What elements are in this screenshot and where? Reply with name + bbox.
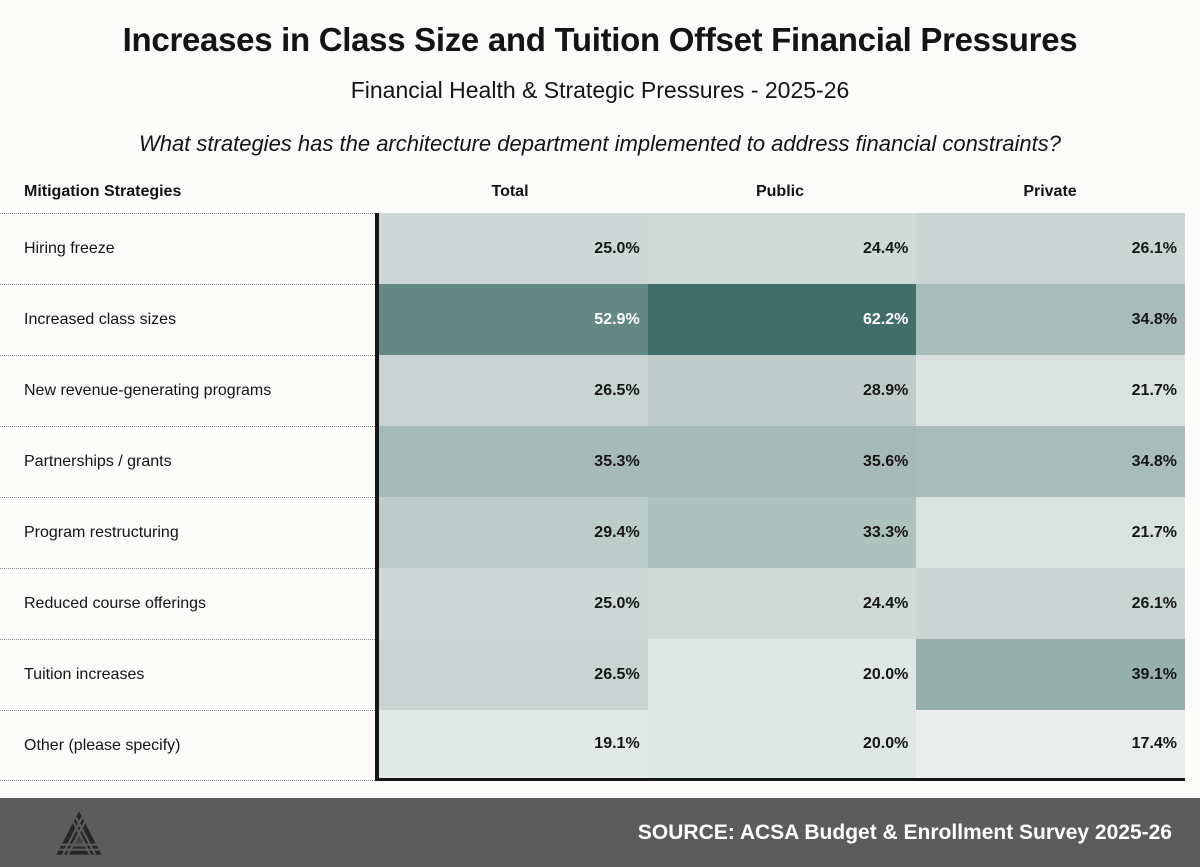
- heatmap-cell: 25.0%: [379, 568, 648, 639]
- heatmap-cell: 26.1%: [916, 213, 1186, 284]
- row-label: Increased class sizes: [0, 284, 375, 355]
- table-row: Partnerships / grants 35.3% 35.6% 34.8%: [0, 426, 1186, 497]
- heatmap-cell: 20.0%: [647, 710, 917, 778]
- heatmap-table: Mitigation Strategies Total Public Private…: [0, 170, 1186, 781]
- row-cells: 26.5% 20.0% 39.1%: [375, 639, 1186, 710]
- column-header-strategies: Mitigation Strategies: [24, 182, 182, 200]
- page-title: Increases in Class Size and Tuition Offs…: [122, 21, 1078, 58]
- row-cells: 29.4% 33.3% 21.7%: [375, 497, 1186, 568]
- survey-question: What strategies has the architecture dep…: [138, 131, 1062, 157]
- heatmap-cell: 19.1%: [379, 710, 648, 778]
- heatmap-cell: 35.3%: [379, 426, 648, 497]
- row-cells: 19.1% 20.0% 17.4%: [375, 710, 1186, 781]
- table-row: Hiring freeze 25.0% 24.4% 26.1%: [0, 213, 1186, 284]
- table-row: Other (please specify) 19.1% 20.0% 17.4%: [0, 710, 1186, 781]
- table-row: Reduced course offerings 25.0% 24.4% 26.1%: [0, 568, 1186, 639]
- heatmap-cell: 28.9%: [647, 355, 917, 426]
- row-label: Reduced course offerings: [0, 568, 375, 639]
- heatmap-cell: 39.1%: [916, 639, 1186, 710]
- table-row: Increased class sizes 52.9% 62.2% 34.8%: [0, 284, 1186, 355]
- row-label: Tuition increases: [0, 639, 375, 710]
- heatmap-cell: 20.0%: [647, 639, 917, 710]
- table-row: Program restructuring 29.4% 33.3% 21.7%: [0, 497, 1186, 568]
- heatmap-cell: 17.4%: [916, 710, 1186, 778]
- heatmap-cell: 35.6%: [647, 426, 917, 497]
- heatmap-cell: 34.8%: [916, 426, 1186, 497]
- row-cells: 26.5% 28.9% 21.7%: [375, 355, 1186, 426]
- heatmap-header-row: Mitigation Strategies Total Public Private: [0, 170, 1185, 213]
- heatmap-cell: 33.3%: [647, 497, 917, 568]
- source-text: SOURCE: ACSA Budget & Enrollment Survey …: [637, 820, 1172, 844]
- row-label: New revenue-generating programs: [0, 355, 375, 426]
- heatmap-cell: 29.4%: [379, 497, 648, 568]
- table-row: Tuition increases 26.5% 20.0% 39.1%: [0, 639, 1186, 710]
- heatmap-cell: 34.8%: [916, 284, 1186, 355]
- footer-bar: SOURCE: ACSA Budget & Enrollment Survey …: [0, 798, 1200, 867]
- heatmap-cell: 62.2%: [647, 284, 917, 355]
- row-cells: 25.0% 24.4% 26.1%: [375, 213, 1186, 284]
- row-label: Program restructuring: [0, 497, 375, 568]
- heatmap-cell: 52.9%: [379, 284, 648, 355]
- row-label: Partnerships / grants: [0, 426, 375, 497]
- header: Increases in Class Size and Tuition Offs…: [0, 21, 1200, 157]
- heatmap-cell: 24.4%: [647, 568, 917, 639]
- table-row: New revenue-generating programs 26.5% 28.9…: [0, 355, 1186, 426]
- row-cells: 35.3% 35.6% 34.8%: [375, 426, 1186, 497]
- heatmap-cell: 21.7%: [916, 497, 1186, 568]
- heatmap-cell: 24.4%: [647, 213, 917, 284]
- heatmap-cell: 21.7%: [916, 355, 1186, 426]
- acsa-logo: [54, 808, 104, 858]
- heatmap-table-body: Hiring freeze 25.0% 24.4% 26.1% Increased cl…: [0, 213, 1186, 781]
- heatmap-cell: 26.1%: [916, 568, 1186, 639]
- column-header-total: Total: [491, 182, 529, 200]
- heatmap-cell: 25.0%: [379, 213, 648, 284]
- row-cells: 52.9% 62.2% 34.8%: [375, 284, 1186, 355]
- row-cells: 25.0% 24.4% 26.1%: [375, 568, 1186, 639]
- column-header-private: Private: [1023, 182, 1077, 200]
- row-label: Hiring freeze: [0, 213, 375, 284]
- heatmap-cell: 26.5%: [379, 639, 648, 710]
- column-header-public: Public: [755, 182, 804, 200]
- page-subtitle: Financial Health & Strategic Pressures -…: [350, 77, 850, 104]
- row-label: Other (please specify): [0, 710, 375, 781]
- heatmap-cell: 26.5%: [379, 355, 648, 426]
